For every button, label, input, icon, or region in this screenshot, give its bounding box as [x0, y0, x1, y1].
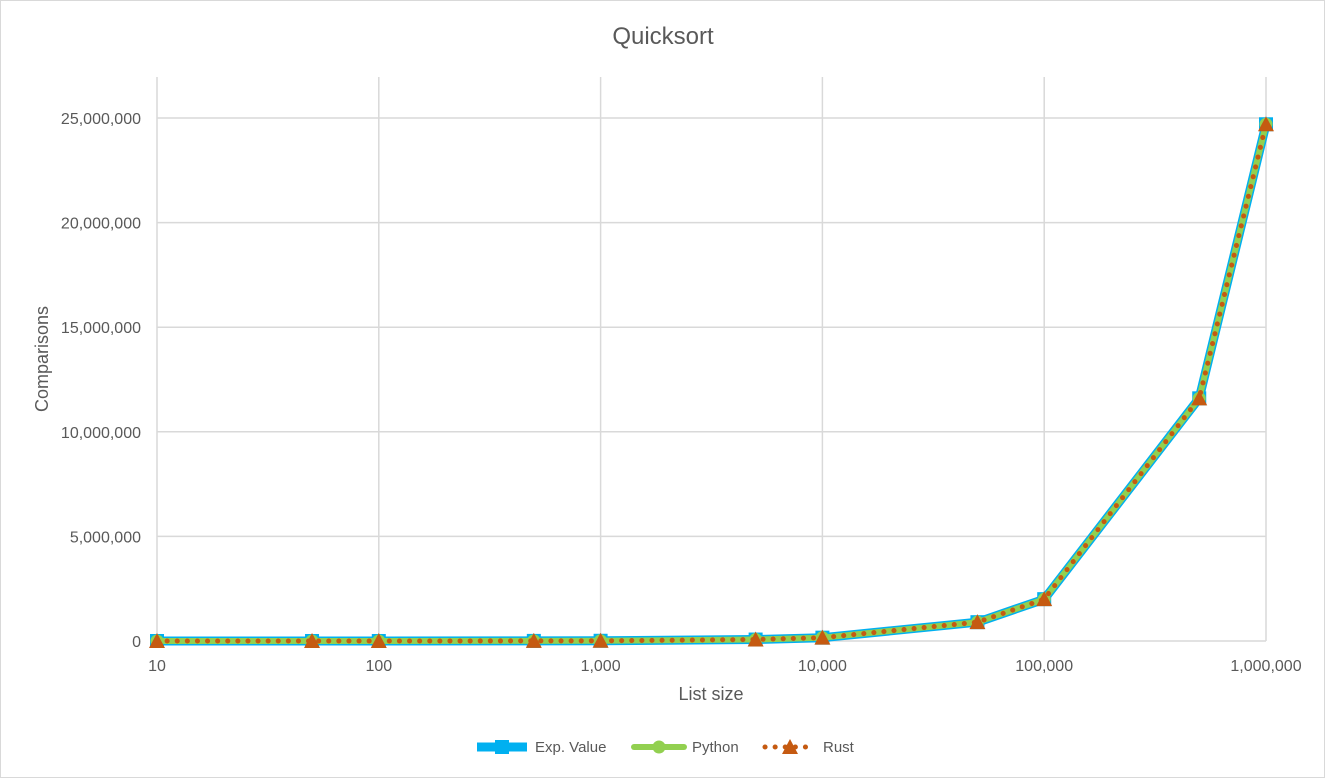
series-line [157, 123, 1271, 646]
x-tick-label: 100 [365, 658, 392, 675]
data-point [370, 632, 387, 648]
y-tick-label: 20,000,000 [61, 216, 141, 233]
series-layer [149, 116, 1274, 648]
legend-item: Rust [762, 739, 855, 756]
y-tick-label: 15,000,000 [61, 320, 141, 337]
data-point [814, 629, 831, 645]
data-point [149, 632, 165, 648]
legend: Exp. Value Python Rust [477, 739, 855, 756]
series-exp-value [150, 117, 1273, 648]
legend-item: Python [631, 739, 739, 756]
y-tick-label: 25,000,000 [61, 111, 141, 128]
x-axis-title: List size [678, 684, 743, 704]
x-tick-label: 1,000 [581, 658, 621, 675]
data-point [1036, 591, 1053, 607]
series-python [150, 117, 1273, 648]
x-tick-label: 10,000 [798, 658, 847, 675]
legend-label: Rust [823, 739, 855, 756]
data-point [969, 614, 986, 630]
legend-item: Exp. Value [477, 739, 606, 756]
legend-swatch-marker [495, 740, 509, 754]
y-tick-label: 0 [132, 634, 141, 651]
y-tick-label: 10,000,000 [61, 425, 141, 442]
data-point [747, 631, 764, 647]
data-point [304, 632, 321, 648]
gridlines [156, 77, 1267, 642]
data-point [525, 632, 542, 648]
x-tick-label: 10 [148, 658, 166, 675]
chart-title: Quicksort [612, 23, 714, 50]
data-point [592, 632, 609, 648]
series-line [154, 121, 1269, 644]
y-axis-ticks: 0 5,000,000 10,000,000 15,000,000 20,000,000… [61, 111, 141, 651]
legend-label: Python [692, 739, 739, 756]
y-tick-label: 5,000,000 [70, 529, 141, 546]
series-line [154, 121, 1269, 644]
x-tick-label: 1,000,000 [1230, 658, 1301, 675]
series-rust [149, 116, 1274, 648]
x-axis-ticks: 10 100 1,000 10,000 100,000 1,000,000 [148, 658, 1302, 675]
legend-swatch-marker [652, 740, 666, 754]
data-point [1191, 390, 1208, 406]
x-tick-label: 100,000 [1015, 658, 1073, 675]
legend-swatch-marker [782, 739, 798, 754]
data-point [1258, 116, 1274, 132]
legend-label: Exp. Value [535, 739, 606, 756]
y-axis-title: Comparisons [32, 306, 52, 412]
